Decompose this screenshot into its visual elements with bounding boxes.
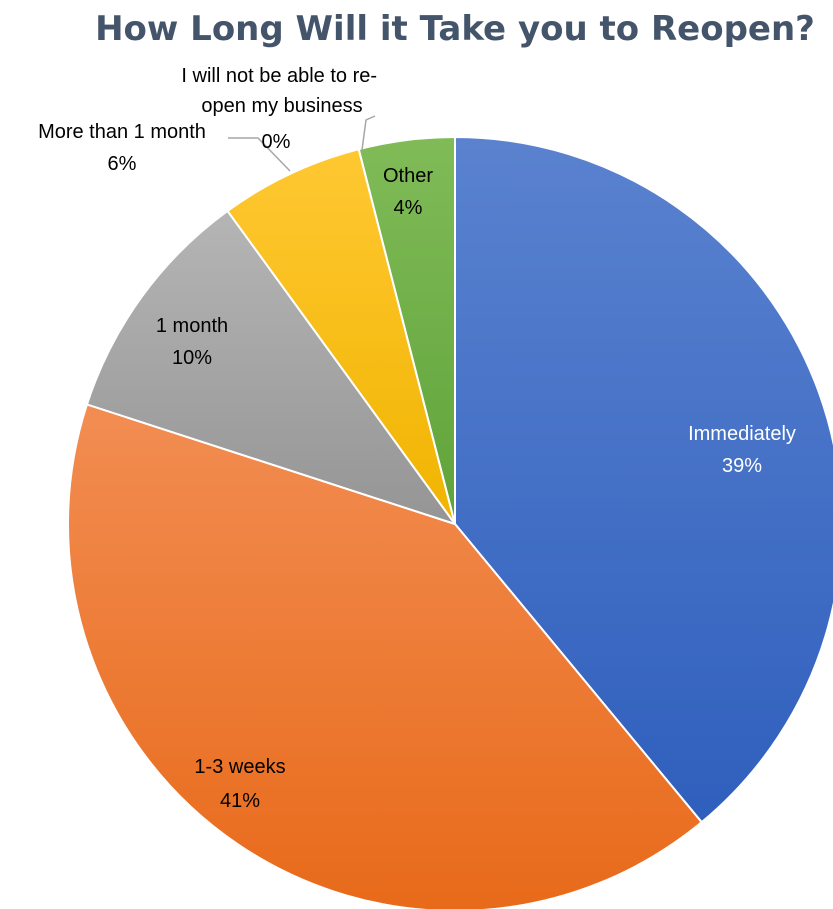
slice-label-other: Other: [383, 165, 433, 187]
pie-slice-immediately: [454, 135, 833, 824]
slice-percent-more-than-1-month: 6%: [108, 153, 137, 175]
slice-label-immediately: Immediately: [688, 423, 796, 445]
leader-line-not-reopen: [361, 115, 376, 151]
slice-percent-1-3-weeks: 41%: [220, 790, 260, 812]
slice-label-not-reopen-line-2: open my business: [201, 95, 362, 117]
slice-label-1-3-weeks: 1-3 weeks: [194, 756, 285, 778]
pie-slice-1-month: [85, 209, 458, 526]
pie-slices: [67, 135, 833, 909]
slice-percent-1-month: 10%: [172, 347, 212, 369]
pie-slice-other: [357, 135, 456, 525]
leader-lines: [228, 115, 376, 172]
slice-labels: Immediately 39% 1-3 weeks 41% 1 month 10…: [38, 65, 796, 812]
slice-percent-other: 4%: [394, 197, 423, 219]
slice-label-not-reopen-line-1: I will not be able to re-: [181, 65, 377, 87]
slice-percent-not-reopen: 0%: [262, 131, 291, 153]
slice-percent-immediately: 39%: [722, 455, 762, 477]
chart-title: How Long Will it Take you to Reopen?: [95, 9, 815, 49]
slice-label-1-month: 1 month: [156, 315, 228, 337]
pie-slice-more-than-1-month: [226, 147, 456, 525]
slice-label-not-reopen: I will not be able to re- open my busine…: [181, 65, 382, 117]
slice-label-more-than-1-month: More than 1 month: [38, 121, 206, 143]
leader-line-more-than-1-month: [228, 137, 291, 172]
pie-slice-1-3-weeks: [67, 403, 704, 909]
